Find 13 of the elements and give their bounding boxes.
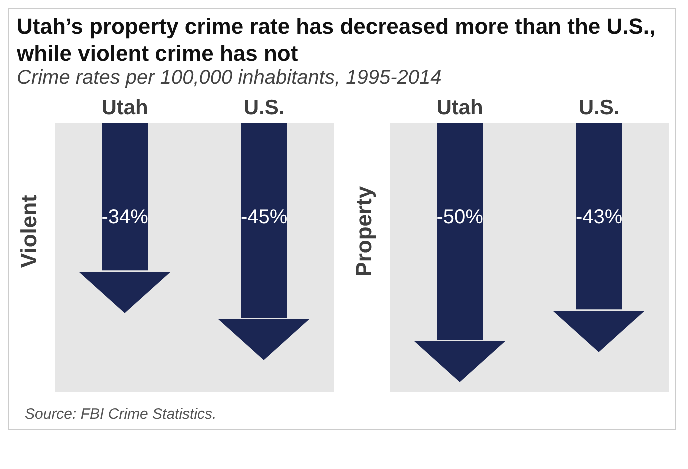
x-tick-label: Utah [102, 96, 148, 120]
x-tick-label: Utah [436, 96, 484, 120]
chart-subtitle: Crime rates per 100,000 inhabitants, 1995-2014 [16, 67, 443, 91]
source-note: Source: FBI Crime Statistics. [24, 405, 218, 425]
data-label: -34% [102, 206, 149, 229]
chart-title: Utah’s property crime rate has decreased more than the U.S., while violent crime has not [16, 13, 657, 67]
data-label: -45% [241, 206, 288, 229]
x-tick-label: U.S. [578, 96, 620, 120]
y-axis-title: Violent [16, 194, 42, 268]
data-label: -50% [436, 206, 484, 229]
y-axis-title: Property [351, 186, 376, 277]
data-label: -43% [576, 206, 623, 229]
x-tick-label: U.S. [244, 96, 285, 120]
